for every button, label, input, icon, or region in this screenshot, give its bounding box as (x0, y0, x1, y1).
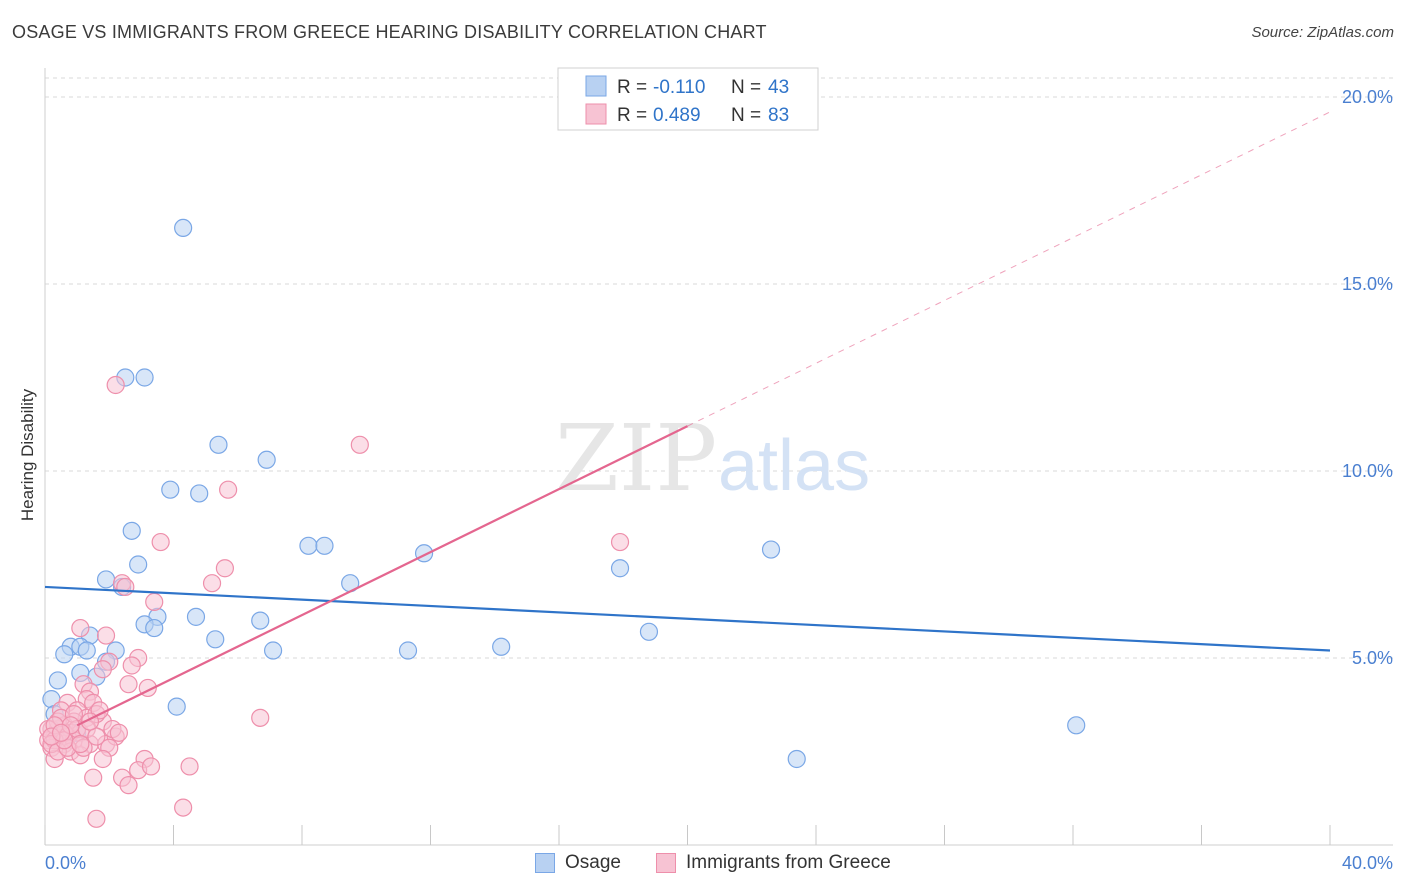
osage-point-27 (55, 645, 74, 664)
greece-point-51 (141, 757, 161, 776)
osage-point-40 (787, 749, 806, 769)
osage-point-19 (251, 611, 270, 630)
osage-point-3 (209, 435, 228, 454)
greece-point-6 (202, 574, 222, 593)
greece-point-82 (109, 723, 128, 742)
greece-point-4 (610, 532, 630, 552)
x-tick-labels: 0.0% 40.0% (45, 853, 1393, 873)
greece-point-78 (71, 734, 90, 754)
greece-point-13 (122, 656, 141, 675)
x-tick-label-0: 0.0% (45, 853, 86, 873)
osage-point-12 (129, 555, 148, 574)
osage-point-28 (77, 641, 96, 660)
osage-point-4 (257, 450, 276, 469)
osage-point-0 (174, 218, 193, 237)
watermark-atlas: atlas (718, 426, 870, 506)
grid-lines (45, 77, 1393, 659)
greece-trend-line (76, 425, 688, 727)
greece-point-1 (350, 435, 369, 454)
greece-point-17 (119, 675, 138, 694)
greece-point-0 (106, 375, 125, 395)
greece-legend-icon (656, 853, 676, 873)
greece-point-2 (219, 480, 238, 499)
osage-point-11 (761, 540, 781, 559)
greece-n-label: N = (731, 105, 761, 126)
greece-point-3 (151, 532, 170, 552)
stats-legend: R = -0.110 N = 43 R = 0.489 N = 83 (557, 67, 819, 131)
source-credit: Source: ZipAtlas.com (1251, 24, 1394, 41)
greece-point-56 (174, 798, 193, 817)
osage-point-9 (315, 536, 334, 555)
greece-point-55 (119, 776, 138, 795)
greece-point-52 (180, 757, 199, 776)
osage-point-6 (190, 484, 209, 503)
greece-point-5 (215, 559, 234, 578)
legend-item-osage: Osage (535, 852, 621, 874)
x-tick-label-1: 40.0% (1342, 853, 1393, 873)
watermark-zip: ZIP (555, 405, 717, 512)
osage-point-30 (263, 641, 283, 660)
greece-trend-extension (687, 111, 1331, 427)
osage-point-36 (48, 671, 67, 690)
greece-point-8 (116, 577, 135, 597)
osage-point-13 (96, 570, 116, 589)
osage-point-23 (639, 622, 659, 641)
greece-point-47 (93, 749, 112, 769)
y-tick-label-2: 15.0% (1342, 274, 1393, 294)
y-tick-label-1: 10.0% (1342, 461, 1393, 481)
greece-swatch-icon (585, 103, 607, 125)
y-tick-label-3: 20.0% (1342, 87, 1393, 107)
greece-point-58 (251, 708, 270, 727)
osage-point-18 (186, 607, 206, 626)
y-tick-labels: 5.0% 10.0% 15.0% 20.0% (1342, 87, 1393, 668)
greece-point-11 (96, 626, 116, 645)
greece-n-value: 83 (768, 105, 789, 126)
osage-point-2 (135, 368, 154, 387)
osage-point-24 (206, 630, 225, 649)
y-tick-label-0: 5.0% (1352, 648, 1393, 668)
osage-point-15 (610, 559, 630, 578)
greece-point-74 (87, 727, 106, 746)
osage-point-5 (161, 480, 180, 499)
osage-r-value: -0.110 (653, 77, 705, 98)
osage-point-39 (1067, 716, 1086, 735)
greece-r-label: R = (617, 105, 647, 126)
greece-legend-label: Immigrants from Greece (686, 852, 891, 873)
osage-point-8 (299, 536, 318, 555)
greece-r-value: 0.489 (653, 105, 701, 126)
osage-trend-line (44, 585, 1331, 652)
greece-point-81 (51, 723, 71, 742)
osage-legend-label: Osage (565, 852, 621, 873)
greece-point-53 (84, 768, 103, 787)
osage-r-label: R = (617, 77, 647, 98)
osage-legend-icon (535, 853, 555, 873)
osage-point-21 (145, 618, 164, 638)
osage-n-value: 43 (768, 77, 789, 98)
greece-point-9 (145, 592, 164, 612)
chart-title: OSAGE VS IMMIGRANTS FROM GREECE HEARING … (12, 22, 767, 42)
osage-n-label: N = (731, 77, 761, 98)
trend-lines (44, 111, 1331, 727)
osage-point-7 (122, 521, 141, 540)
greece-point-57 (87, 809, 106, 828)
watermark: ZIP atlas (555, 405, 870, 512)
osage-point-31 (398, 641, 418, 660)
greece-point-15 (93, 660, 112, 679)
osage-point-32 (492, 637, 511, 656)
greece-point-10 (71, 618, 90, 638)
osage-swatch-icon (585, 75, 607, 97)
data-points (39, 218, 1086, 828)
y-axis-label: Hearing Disability (18, 388, 37, 521)
osage-point-38 (167, 697, 186, 716)
axes (44, 68, 1393, 846)
legend-item-greece: Immigrants from Greece (656, 852, 891, 874)
